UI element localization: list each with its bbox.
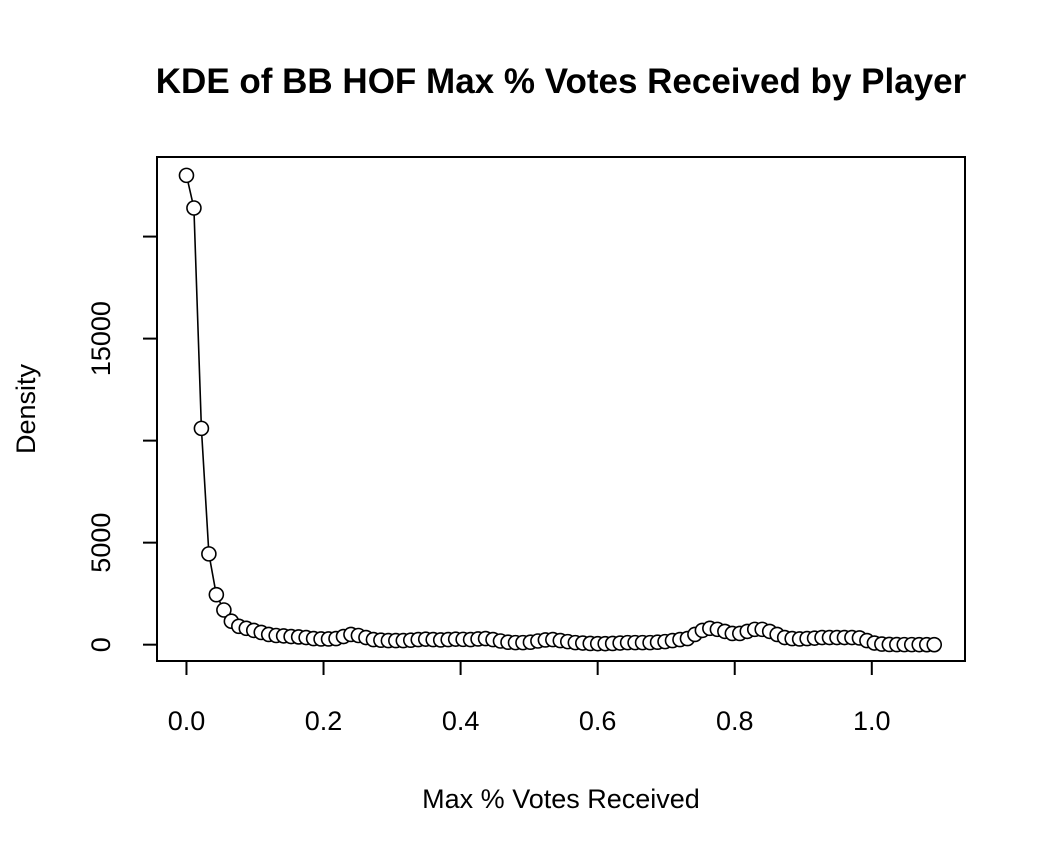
data-point (208, 586, 225, 603)
data-point (193, 420, 210, 437)
data-point (186, 200, 202, 216)
density-line (185, 175, 935, 646)
y-tick-label: 15000 (86, 301, 116, 376)
data-point (216, 602, 232, 618)
x-axis: 0.0 0.2 0.4 0.6 0.8 1.0 (168, 660, 891, 736)
plot-frame (156, 156, 966, 662)
chart-title: KDE of BB HOF Max % Votes Received by Pl… (156, 62, 967, 101)
y-tick-label: 5000 (86, 513, 116, 573)
y-axis: 0 5000 15000 (86, 235, 158, 652)
x-tick-label: 0.4 (442, 706, 480, 736)
y-tick-label: 0 (86, 637, 116, 652)
x-tick-label: 0.8 (716, 706, 754, 736)
x-tick-label: 0.0 (168, 706, 206, 736)
x-tick-label: 1.0 (853, 706, 891, 736)
x-axis-label: Max % Votes Received (422, 784, 700, 814)
y-axis-label: Density (11, 363, 41, 454)
density-points (178, 167, 943, 653)
x-tick-label: 0.6 (579, 706, 617, 736)
data-point (178, 167, 195, 184)
data-point (926, 636, 943, 653)
data-point (201, 546, 217, 562)
x-tick-label: 0.2 (305, 706, 343, 736)
